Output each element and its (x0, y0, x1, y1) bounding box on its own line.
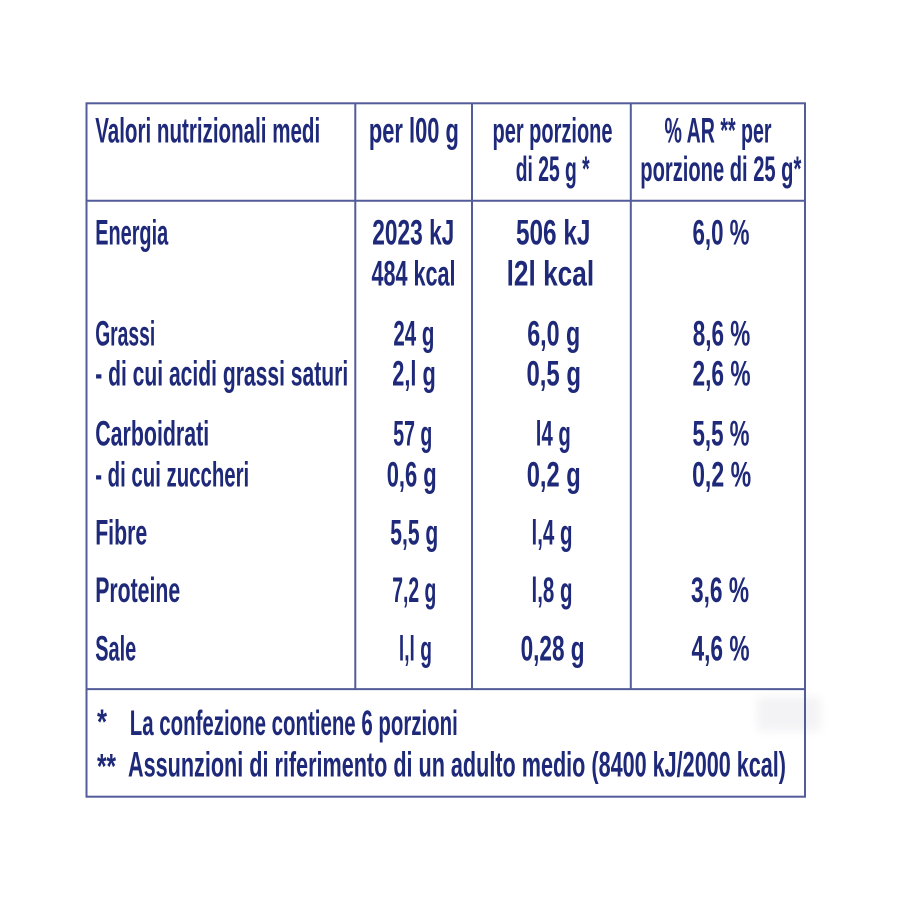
svg-text:506 kJ: 506 kJ (516, 213, 591, 253)
svg-text:di 25 g *: di 25 g * (516, 149, 590, 189)
svg-text:per porzione: per porzione (493, 111, 613, 151)
svg-text:3,6 %: 3,6 % (691, 570, 749, 610)
svg-text:Carboidrati: Carboidrati (95, 414, 209, 454)
svg-text:8,6 %: 8,6 % (693, 314, 751, 354)
svg-text:l,8 g: l,8 g (532, 570, 573, 610)
svg-text:- di cui zuccheri: - di cui zuccheri (95, 454, 249, 494)
svg-text:Fibre: Fibre (95, 513, 147, 553)
svg-text:l,4 g: l,4 g (532, 513, 573, 553)
svg-text:*: * (97, 702, 107, 742)
svg-text:6,0 g: 6,0 g (527, 314, 580, 354)
svg-text:l2l kcal: l2l kcal (507, 254, 595, 294)
svg-text:Assunzioni di riferimento di u: Assunzioni di riferimento di un adulto m… (128, 745, 786, 785)
svg-text:l4 g: l4 g (536, 414, 571, 454)
svg-text:- di cui acidi grassi saturi: - di cui acidi grassi saturi (95, 354, 348, 394)
svg-text:0,5 g: 0,5 g (526, 354, 581, 394)
svg-text:5,5 g: 5,5 g (390, 513, 438, 553)
svg-text:7,2 g: 7,2 g (392, 570, 436, 610)
svg-text:Energia: Energia (95, 213, 168, 253)
svg-text:4,6 %: 4,6 % (692, 628, 750, 668)
svg-text:0,2 g: 0,2 g (527, 454, 581, 494)
svg-text:per l00 g: per l00 g (369, 111, 459, 151)
svg-text:l,l g: l,l g (399, 628, 432, 668)
svg-text:% AR ** per: % AR ** per (665, 111, 772, 151)
svg-text:57 g: 57 g (393, 414, 432, 454)
svg-text:6,0 %: 6,0 % (693, 213, 750, 253)
svg-text:0,2 %: 0,2 % (692, 454, 751, 494)
svg-text:484 kcal: 484 kcal (372, 254, 456, 294)
svg-text:24 g: 24 g (393, 314, 434, 354)
svg-text:porzione di 25 g*: porzione di 25 g* (640, 149, 801, 189)
svg-text:Proteine: Proteine (95, 570, 180, 610)
svg-text:La confezione contiene 6 porzi: La confezione contiene 6 porzioni (130, 703, 458, 743)
svg-text:0,28 g: 0,28 g (521, 628, 585, 668)
svg-text:5,5 %: 5,5 % (693, 414, 750, 454)
svg-text:Valori nutrizionali medi: Valori nutrizionali medi (95, 111, 320, 151)
svg-text:2023 kJ: 2023 kJ (372, 213, 454, 253)
svg-text:2,l g: 2,l g (392, 354, 436, 394)
svg-text:0,6 g: 0,6 g (387, 454, 437, 494)
svg-text:Grassi: Grassi (95, 314, 155, 354)
svg-text:Sale: Sale (95, 628, 136, 668)
svg-text:2,6 %: 2,6 % (693, 354, 751, 394)
svg-text:**: ** (97, 747, 116, 787)
